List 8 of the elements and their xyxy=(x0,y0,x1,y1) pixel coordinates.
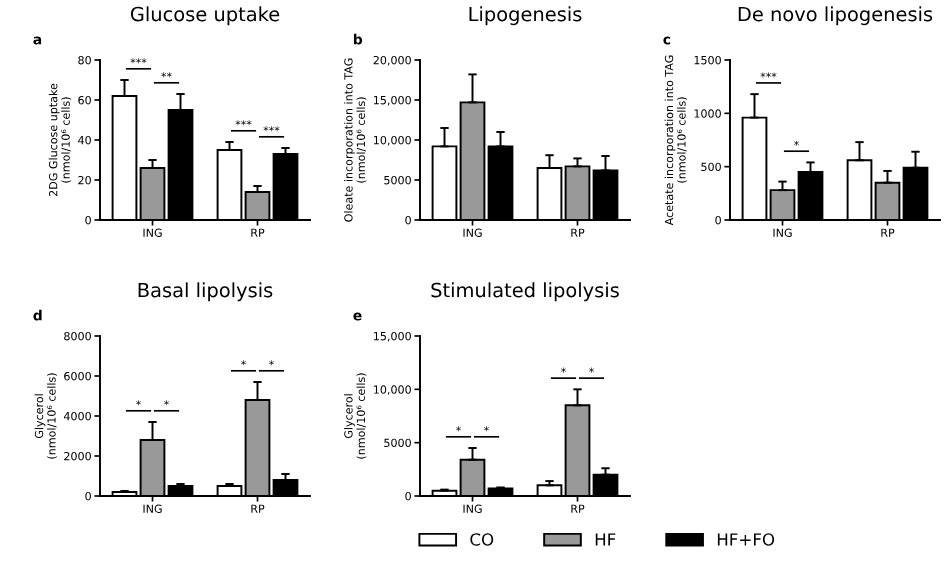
chart-title: Stimulated lipolysis xyxy=(431,282,619,302)
chart-title: Lipogenesis xyxy=(469,6,582,26)
chart-title: De novo lipogenesis xyxy=(738,6,933,26)
legend-label: HF+FO xyxy=(717,533,775,546)
legend-label: HF xyxy=(595,533,616,546)
legend-label: CO xyxy=(470,533,494,546)
chart-title: Basal lipolysis xyxy=(138,282,273,302)
chart-title: Glucose uptake xyxy=(130,6,280,26)
